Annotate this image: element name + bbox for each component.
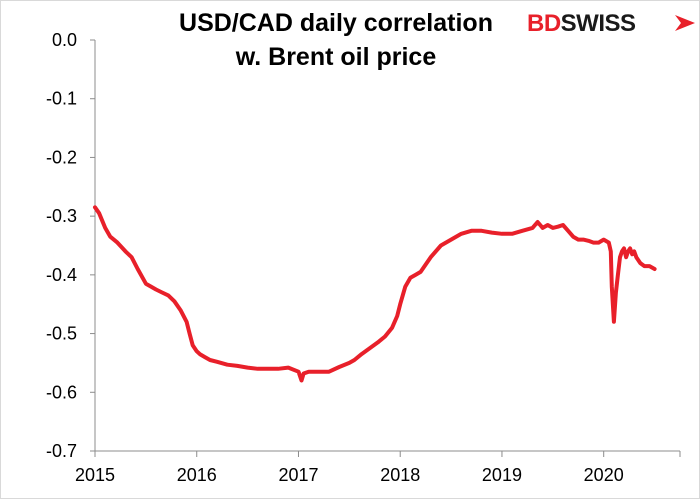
x-tick-label: 2019 <box>482 465 522 485</box>
x-tick-label: 2017 <box>278 465 318 485</box>
y-tick-label: -0.6 <box>46 382 77 402</box>
y-tick-label: -0.4 <box>46 265 77 285</box>
chart-series <box>93 205 657 383</box>
y-tick-labels: 0.0 -0.1 -0.2 -0.3 -0.4 -0.5 -0.6 -0.7 <box>46 30 77 461</box>
x-tick-labels: 2015 2016 2017 2018 2019 2020 <box>75 465 624 485</box>
red-arrow-icon <box>675 15 695 31</box>
x-tick-label: 2018 <box>380 465 420 485</box>
bdswiss-logo: BDSWISS <box>527 9 695 39</box>
y-tick-label: 0.0 <box>52 30 77 50</box>
chart-axes <box>90 39 681 457</box>
y-tick-label: -0.3 <box>46 206 77 226</box>
series-line-0 <box>93 205 657 383</box>
chart-title-line1: USD/CAD daily correlation <box>179 9 493 37</box>
x-tick-label: 2016 <box>177 465 217 485</box>
chart-title-line2: w. Brent oil price <box>235 43 437 71</box>
y-tick-label: -0.7 <box>46 441 77 461</box>
chart-title: USD/CAD daily correlation w. Brent oil p… <box>112 6 560 74</box>
x-tick-label: 2020 <box>584 465 624 485</box>
x-tick-label: 2015 <box>75 465 115 485</box>
y-tick-label: -0.1 <box>46 89 77 109</box>
y-tick-label: -0.5 <box>46 324 77 344</box>
logo-text-secondary: SWISS <box>560 10 636 37</box>
y-tick-label: -0.2 <box>46 147 77 167</box>
logo-text-primary: BD <box>527 10 561 37</box>
